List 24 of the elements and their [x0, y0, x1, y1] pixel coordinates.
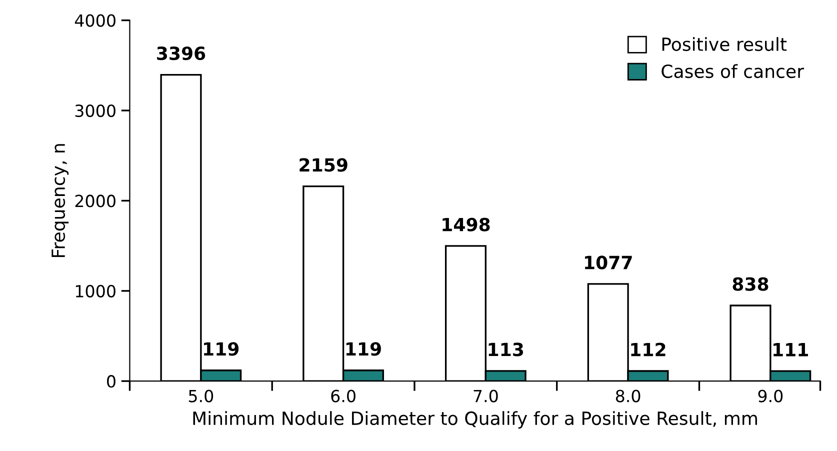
x-tick-label: 6.0 [331, 390, 356, 402]
y-axis-title: Frequency, n [52, 144, 69, 258]
x-tick-label: 8.0 [616, 390, 640, 402]
x-tick-label: 9.0 [758, 390, 783, 402]
y-tick-label: 1000 [76, 284, 116, 298]
data-label: 111 [774, 343, 808, 356]
legend-label: Positive result [662, 37, 787, 52]
data-label: 119 [204, 342, 239, 356]
data-label: 838 [732, 277, 768, 291]
data-label: 112 [631, 342, 666, 356]
x-axis-title: Minimum Nodule Diameter to Qualify for a Positive Result, mm [193, 411, 757, 429]
data-label: 3396 [157, 46, 206, 60]
y-tick-label: 4000 [74, 14, 116, 27]
y-tick-label: 2000 [75, 194, 116, 208]
data-label: 113 [488, 342, 524, 356]
data-label: 1077 [585, 256, 632, 270]
y-tick-label: 0 [107, 375, 116, 388]
data-label: 1498 [442, 218, 490, 232]
legend-label: Cases of cancer [662, 64, 804, 78]
data-label: 2159 [300, 158, 348, 172]
x-tick-label: 7.0 [474, 390, 498, 402]
data-label: 119 [346, 342, 381, 356]
y-tick-label: 3000 [75, 104, 116, 118]
x-tick-label: 5.0 [188, 390, 214, 402]
